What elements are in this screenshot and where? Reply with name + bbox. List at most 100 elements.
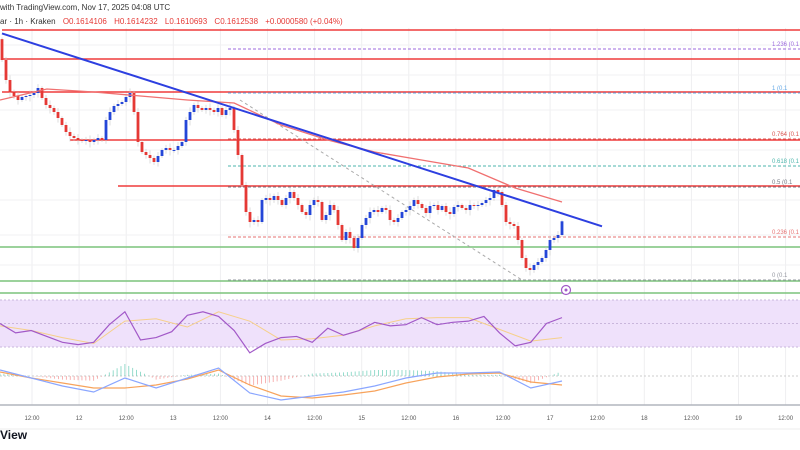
fib-level-label: 1.236 (0.1 bbox=[772, 42, 800, 48]
candle-down bbox=[420, 204, 424, 208]
candle-down bbox=[472, 205, 476, 206]
candle-up bbox=[288, 192, 292, 198]
candle-down bbox=[212, 110, 216, 112]
time-tick-label: 12:00 bbox=[307, 416, 323, 422]
candle-down bbox=[232, 108, 236, 130]
candle-down bbox=[48, 105, 52, 108]
candle-up bbox=[308, 205, 312, 215]
candle-down bbox=[244, 185, 248, 212]
time-tick-label: 18 bbox=[641, 416, 648, 422]
horizontal-lines bbox=[0, 29, 800, 294]
candle-up bbox=[360, 225, 364, 238]
time-tick-label: 12:00 bbox=[401, 416, 417, 422]
candle-down bbox=[296, 198, 300, 205]
candle-down bbox=[320, 202, 324, 220]
moving-average-line bbox=[0, 88, 563, 203]
candle-up bbox=[404, 210, 408, 212]
candle-up bbox=[324, 215, 328, 220]
candle-up bbox=[548, 240, 552, 250]
time-tick-label: 16 bbox=[453, 416, 460, 422]
candle-up bbox=[544, 250, 548, 258]
candle-up bbox=[32, 93, 36, 95]
candle-down bbox=[100, 138, 104, 140]
watermark-text: with TradingView.com, Nov 17, 2025 04:08… bbox=[0, 3, 171, 12]
candle-up bbox=[24, 96, 28, 97]
candle-down bbox=[528, 268, 532, 270]
ohlc-low: L0.1610693 bbox=[164, 17, 208, 26]
candle-down bbox=[80, 140, 84, 141]
candle-down bbox=[56, 112, 60, 118]
candle-down bbox=[276, 196, 280, 200]
rsi-panel bbox=[0, 299, 800, 354]
candle-up bbox=[104, 120, 108, 140]
candle-up bbox=[396, 218, 400, 222]
fib-level-label: 0.764 (0.1 bbox=[772, 132, 800, 138]
candle-down bbox=[444, 206, 448, 212]
candle-down bbox=[416, 200, 420, 204]
candle-up bbox=[312, 200, 316, 205]
candle-down bbox=[300, 205, 304, 212]
candle-up bbox=[216, 108, 220, 112]
fib-retracement[interactable]: 1.236 (0.1 1 (0.1 0.764 (0.1 0.618 (0.1 0.5 … bbox=[228, 42, 800, 281]
candle-down bbox=[504, 205, 508, 222]
candle-down bbox=[436, 205, 440, 210]
candle-up bbox=[560, 221, 564, 235]
candle-down bbox=[460, 205, 464, 208]
candle-down bbox=[496, 190, 500, 192]
macd-panel bbox=[0, 364, 800, 401]
time-tick-label: 12:00 bbox=[24, 416, 40, 422]
candle-up bbox=[552, 238, 556, 240]
tradingview-logo: View bbox=[0, 428, 28, 442]
candle-down bbox=[512, 224, 516, 226]
candle-up bbox=[116, 104, 120, 106]
alert-icon[interactable] bbox=[560, 284, 572, 296]
candle-up bbox=[264, 198, 268, 200]
candle-up bbox=[428, 206, 432, 213]
candle-up bbox=[468, 205, 472, 210]
candle-down bbox=[524, 258, 528, 268]
candle-up bbox=[20, 97, 24, 100]
time-tick-label: 12:00 bbox=[590, 416, 606, 422]
time-tick-label: 13 bbox=[170, 416, 177, 422]
candle-up bbox=[188, 112, 192, 120]
rsi-line bbox=[0, 310, 563, 354]
candle-down bbox=[292, 192, 296, 198]
candle-up bbox=[344, 232, 348, 240]
candle-down bbox=[64, 125, 68, 132]
candle-down bbox=[304, 212, 308, 215]
macd-line bbox=[0, 367, 563, 401]
fib-level-label: 0 (0.1 bbox=[772, 273, 788, 279]
candle-down bbox=[268, 198, 272, 200]
time-axis[interactable]: 12:00 12 12:00 13 12:00 14 12:00 15 12:00 16 12:00… bbox=[24, 416, 793, 422]
fib-level-label: 0.236 (0.1 bbox=[772, 230, 800, 236]
fib-trend-guide bbox=[239, 99, 523, 281]
candle-up bbox=[484, 200, 488, 203]
candle-up bbox=[492, 190, 496, 198]
candle-up bbox=[284, 198, 288, 205]
ohlc-open: O0.1614106 bbox=[62, 17, 107, 26]
candle-up bbox=[92, 140, 96, 142]
candle-down bbox=[60, 118, 64, 125]
macd-signal-line bbox=[0, 369, 563, 399]
candle-up bbox=[172, 150, 176, 151]
time-tick-label: 17 bbox=[547, 416, 554, 422]
candle-up bbox=[160, 150, 164, 156]
candle-down bbox=[52, 108, 56, 112]
candle-up bbox=[488, 198, 492, 200]
candle-up bbox=[440, 206, 444, 210]
candle-up bbox=[180, 142, 184, 146]
candle-up bbox=[380, 208, 384, 212]
candle-up bbox=[452, 207, 456, 214]
fib-level-label: 0.5 (0.1 bbox=[772, 180, 793, 186]
candle-down bbox=[316, 200, 320, 202]
candle-down bbox=[208, 108, 212, 110]
candle-down bbox=[44, 98, 48, 105]
candle-down bbox=[516, 226, 520, 240]
bearish-trendline bbox=[1, 32, 603, 228]
candle-down bbox=[508, 222, 512, 224]
candle-up bbox=[328, 205, 332, 215]
ohlc-high: H0.1614232 bbox=[114, 17, 158, 26]
candle-up bbox=[532, 265, 536, 270]
candle-up bbox=[556, 235, 560, 238]
